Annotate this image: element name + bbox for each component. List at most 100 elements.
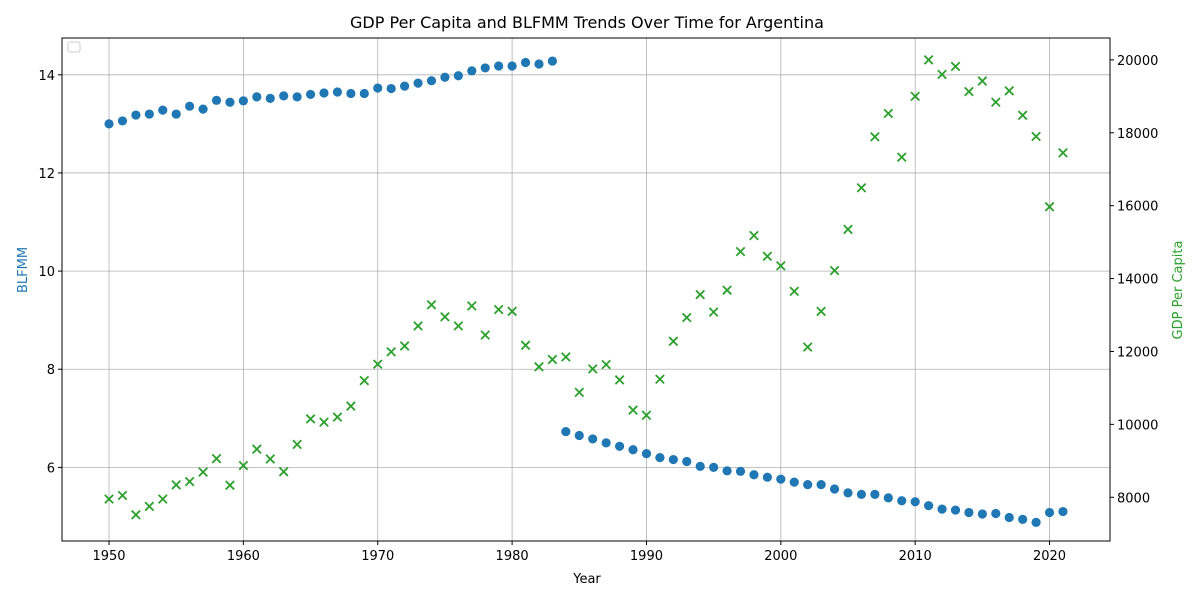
blfmm-point [843, 488, 853, 498]
gdp-point [184, 476, 195, 487]
x-tick-label: 2010 [899, 549, 932, 564]
blfmm-point [319, 88, 329, 98]
y-left-tick-label: 10 [38, 265, 55, 280]
blfmm-point [829, 484, 840, 494]
gdp-point [372, 359, 383, 370]
gdp-point [587, 364, 598, 374]
gdp-point [816, 306, 826, 317]
gdp-point [695, 289, 706, 300]
gdp-point [1031, 131, 1041, 142]
gdp-point [493, 304, 504, 315]
x-tick-label: 1990 [630, 549, 663, 564]
gdp-point [359, 375, 370, 386]
y-right-tick-label: 16000 [1117, 200, 1158, 215]
blfmm-point [816, 479, 826, 490]
gdp-point [157, 494, 168, 504]
blfmm-point [332, 87, 343, 97]
gdp-point [346, 401, 356, 411]
blfmm-point [252, 92, 262, 102]
gdp-point [198, 467, 208, 477]
x-tick-label: 1960 [227, 549, 260, 564]
gdp-point [534, 361, 544, 372]
blfmm-point [950, 505, 961, 515]
gdp-point [238, 460, 249, 471]
blfmm-point [628, 445, 638, 455]
gdp-point [950, 61, 961, 72]
blfmm-point [614, 441, 625, 451]
blfmm-point [507, 61, 517, 71]
gdp-point [278, 466, 289, 477]
gdp-point [910, 91, 921, 102]
blfmm-point [292, 92, 302, 102]
grid-lines [62, 38, 1110, 541]
x-tick-label: 2020 [1033, 549, 1066, 564]
blfmm-point [776, 474, 786, 484]
blfmm-point [1031, 517, 1041, 527]
blfmm-point [520, 57, 531, 68]
gdp-point [507, 306, 517, 317]
y-right-tick-label: 8000 [1117, 491, 1150, 506]
gdp-point [802, 342, 813, 352]
gdp-point [775, 260, 786, 271]
blfmm-point [225, 97, 235, 107]
blfmm-point [668, 454, 678, 465]
y-left-tick-label: 8 [47, 363, 55, 378]
blfmm-point [1044, 507, 1055, 518]
blfmm-point [574, 430, 584, 441]
blfmm-point [641, 449, 652, 459]
gdp-point [708, 307, 719, 317]
gdp-point [117, 490, 128, 501]
axis-ticks: 1950 1960 1970 1980 1990 2000 2010 2020 6 8 10 12 14… [38, 54, 1158, 564]
gdp-point [641, 410, 652, 421]
blfmm-point [856, 489, 867, 499]
blfmm-point [1058, 506, 1068, 517]
y-axis-label-right: GDP Per Capita [1171, 241, 1186, 340]
blfmm-point [346, 88, 356, 99]
gdp-point [789, 286, 800, 297]
blfmm-point [238, 96, 248, 106]
gdp-point [292, 439, 302, 450]
legend-box[interactable] [67, 41, 81, 53]
gdp-point [171, 480, 182, 490]
gdp-point [305, 414, 316, 424]
blfmm-point [709, 462, 719, 472]
blfmm-point [588, 434, 598, 444]
gdp-point [722, 285, 732, 296]
gdp-point [883, 108, 894, 119]
blfmm-point [695, 461, 705, 472]
blfmm-point [386, 83, 396, 94]
gdp-point [426, 299, 437, 310]
gdp-point [547, 354, 558, 365]
blfmm-point [762, 472, 772, 482]
gdp-point [977, 76, 988, 86]
gdp-point [574, 387, 585, 398]
gdp-point [628, 405, 638, 415]
gdp-point [265, 454, 276, 464]
gdp-point [453, 321, 464, 331]
gdp-point [251, 444, 262, 454]
plot-frame [61, 37, 1111, 542]
gdp-point [520, 340, 531, 351]
gdp-point [829, 265, 840, 276]
blfmm-point [1004, 512, 1014, 523]
gdp-point [735, 246, 746, 257]
gdp-point [856, 182, 867, 193]
blfmm-point [185, 101, 195, 111]
gdp-point [990, 97, 1001, 107]
gdp-point [399, 341, 410, 351]
blfmm-point [601, 438, 611, 448]
blfmm-point [991, 508, 1001, 519]
blfmm-point [131, 110, 141, 120]
gdp-point [1017, 110, 1028, 121]
blfmm-point [924, 501, 934, 511]
blfmm-point [655, 452, 665, 463]
gdp-point [561, 352, 571, 362]
blfmm-point [413, 78, 423, 88]
chart-title: GDP Per Capita and BLFMM Trends Over Tim… [350, 13, 824, 32]
blfmm-point [1018, 514, 1028, 525]
gdp-point [923, 55, 934, 65]
blfmm-point [453, 71, 463, 81]
gdp-point [762, 251, 773, 262]
blfmm-point [803, 479, 813, 490]
